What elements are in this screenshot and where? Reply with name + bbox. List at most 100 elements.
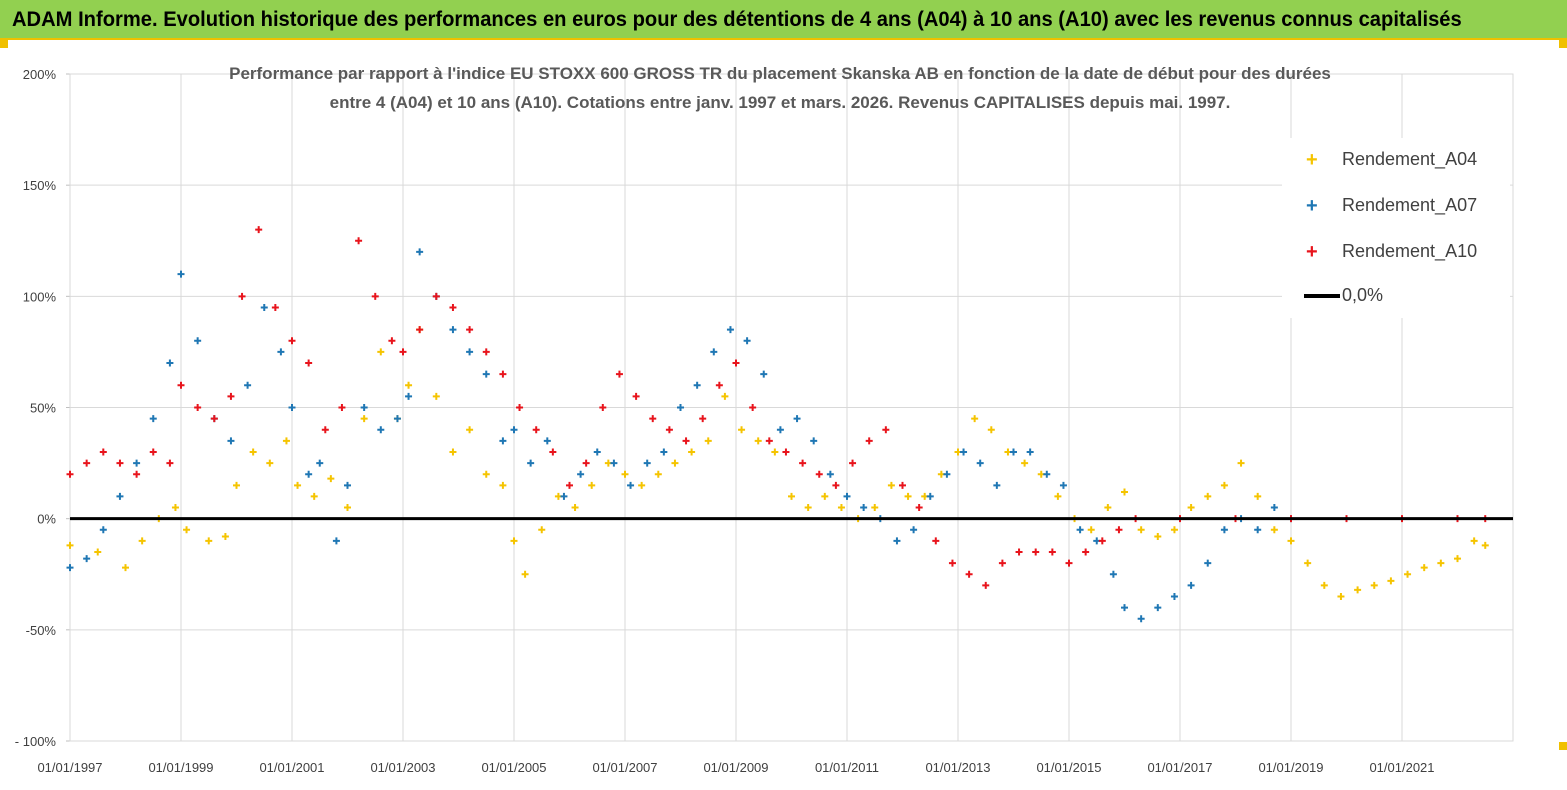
corner-marker <box>0 40 8 48</box>
data-point <box>166 359 174 367</box>
series-Rendement_A07 <box>66 248 1295 623</box>
legend-item-a10: + Rendement_A10 <box>1282 240 1510 270</box>
data-point <box>233 481 240 489</box>
data-point <box>810 437 818 445</box>
data-point <box>1154 604 1162 612</box>
data-point <box>1065 559 1073 567</box>
data-point <box>837 504 845 512</box>
data-point <box>166 459 174 467</box>
x-tick-label: 01/01/2019 <box>1258 760 1323 775</box>
data-point <box>1187 581 1195 589</box>
data-point <box>377 426 385 434</box>
data-point <box>177 270 185 278</box>
data-point <box>194 404 202 411</box>
data-point <box>965 570 973 578</box>
data-point <box>1059 481 1067 489</box>
data-point <box>560 492 568 500</box>
series-Rendement_A10 <box>66 226 1489 589</box>
data-point <box>1154 532 1162 540</box>
data-point <box>749 404 757 411</box>
data-point <box>826 470 834 478</box>
legend-item-a04: + Rendement_A04 <box>1282 148 1510 178</box>
data-point <box>171 504 179 512</box>
data-point <box>632 392 640 400</box>
x-tick-label: 01/01/2009 <box>703 760 768 775</box>
data-point <box>843 492 851 500</box>
x-tick-label: 01/01/2011 <box>815 760 879 775</box>
data-point <box>765 437 773 445</box>
data-point <box>83 555 91 563</box>
data-point <box>338 404 346 411</box>
data-point <box>99 526 107 534</box>
data-point <box>321 426 329 434</box>
data-point <box>133 470 141 478</box>
data-point <box>1098 537 1106 545</box>
data-point <box>793 415 801 423</box>
data-point <box>360 404 368 411</box>
data-point <box>405 392 413 400</box>
data-point <box>649 415 657 423</box>
data-point <box>305 470 313 478</box>
data-point <box>288 337 296 345</box>
data-point <box>732 359 740 367</box>
data-point <box>571 504 579 512</box>
data-point <box>566 481 573 489</box>
data-point <box>1287 537 1295 545</box>
y-tick-label: 150% <box>23 178 57 193</box>
data-point <box>621 470 629 478</box>
corner-marker <box>1559 742 1567 750</box>
data-point <box>66 541 74 549</box>
data-point <box>449 448 457 456</box>
data-point <box>776 426 784 434</box>
data-point <box>615 370 623 378</box>
data-point <box>1010 448 1017 456</box>
data-point <box>1220 526 1228 534</box>
data-point <box>316 459 324 467</box>
data-point <box>1026 448 1034 456</box>
data-point <box>1481 541 1489 549</box>
legend-label-a07: Rendement_A07 <box>1342 195 1478 215</box>
data-point <box>521 570 529 578</box>
data-point <box>271 303 279 311</box>
data-point <box>660 448 668 456</box>
data-point <box>627 481 635 489</box>
data-point <box>482 370 490 378</box>
data-point <box>466 426 474 434</box>
data-point <box>377 348 385 356</box>
legend-item-zero: 0,0% <box>1282 284 1510 314</box>
x-tick-label: 01/01/1997 <box>37 760 102 775</box>
data-point <box>538 526 546 534</box>
data-point <box>393 415 401 423</box>
data-point <box>1437 559 1445 567</box>
data-point <box>138 537 146 545</box>
data-point <box>682 437 690 445</box>
data-point <box>238 292 246 300</box>
data-point <box>1304 559 1312 567</box>
x-tick-label: 01/01/2017 <box>1147 760 1212 775</box>
plot-area <box>69 73 1514 742</box>
x-tick-label: 01/01/2021 <box>1369 760 1434 775</box>
data-point <box>715 381 723 389</box>
data-point <box>482 470 490 478</box>
data-point <box>1387 577 1395 585</box>
data-point <box>904 492 912 500</box>
data-point <box>926 492 934 500</box>
x-tick-label: 01/01/1999 <box>148 760 213 775</box>
x-tick-label: 01/01/2003 <box>370 760 435 775</box>
legend-label-a10: Rendement_A10 <box>1342 241 1478 261</box>
data-point <box>282 437 290 445</box>
legend-item-a07: + Rendement_A07 <box>1282 194 1510 224</box>
data-point <box>116 492 124 500</box>
data-point <box>83 459 91 467</box>
data-point <box>671 459 679 467</box>
data-point <box>993 481 1001 489</box>
data-point <box>510 426 518 434</box>
data-point <box>327 475 335 483</box>
data-point <box>449 326 457 334</box>
data-point <box>998 559 1006 567</box>
data-point <box>255 226 263 234</box>
data-point <box>516 404 524 411</box>
data-point <box>860 504 868 512</box>
data-point <box>532 426 540 434</box>
data-point <box>449 303 457 311</box>
